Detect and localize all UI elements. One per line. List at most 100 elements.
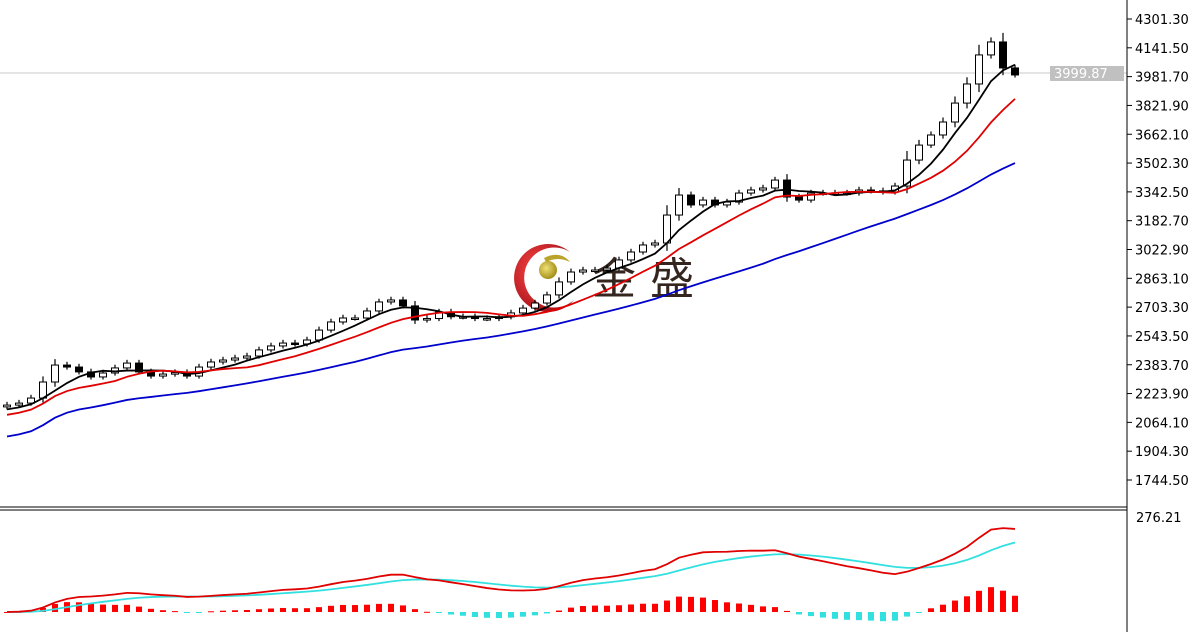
macd-bar-negative <box>796 612 802 615</box>
candle-up <box>123 362 131 369</box>
candle-down <box>135 362 143 373</box>
macd-bar-positive <box>424 611 430 613</box>
macd-bar-positive <box>700 597 706 612</box>
candle-up <box>591 269 599 273</box>
candle-up <box>975 54 983 85</box>
axis-tick-label: 4301.30 <box>1135 13 1189 28</box>
candle-up <box>555 281 563 296</box>
price-axis: 4301.30 4141.50 3981.70 3821.90 3662.10 3502.… <box>1127 13 1189 489</box>
axis-tick-label: 1904.30 <box>1135 445 1189 460</box>
candle-up <box>279 342 287 347</box>
macd-bar-negative <box>472 612 478 617</box>
candle-up <box>579 269 587 273</box>
candle-up <box>951 102 959 123</box>
candle-down <box>783 179 791 198</box>
macd-bar-negative <box>544 612 550 614</box>
macd-bar-positive <box>268 608 274 612</box>
macd-bar-positive <box>124 604 130 612</box>
candle-up <box>903 159 911 187</box>
candle-up <box>735 192 743 203</box>
candle-down <box>75 366 83 373</box>
candle-up <box>171 372 179 375</box>
macd-bar-positive <box>304 608 310 612</box>
macd-bar-positive <box>1000 590 1006 612</box>
axis-tick-label: 1744.50 <box>1135 474 1189 489</box>
macd-bar-positive <box>976 590 982 612</box>
macd-bar-positive <box>772 607 778 612</box>
axis-tick-label: 2543.50 <box>1135 330 1189 345</box>
macd-bar-negative <box>820 612 826 618</box>
axis-tick-label: 3022.90 <box>1135 244 1189 259</box>
macd-bar-positive <box>244 609 250 612</box>
macd-bar-negative <box>880 612 886 622</box>
candle-up <box>387 299 395 303</box>
candle-down <box>399 299 407 307</box>
macd-bar-negative <box>520 612 526 617</box>
macd-bar-positive <box>208 611 214 613</box>
macd-bar-positive <box>352 605 358 612</box>
macd-dea-line <box>6 541 1016 613</box>
candle-down <box>999 41 1007 69</box>
macd-bar-positive <box>784 610 790 612</box>
macd-bar-positive <box>256 609 262 612</box>
macd-bar-positive <box>160 610 166 612</box>
candle-up <box>255 349 263 357</box>
macd-bar-positive <box>400 605 406 612</box>
macd-bar-positive <box>112 604 118 612</box>
macd-bar-positive <box>760 606 766 612</box>
candle-up <box>639 244 647 253</box>
macd-dif-line <box>6 527 1016 613</box>
candle-up <box>363 310 371 319</box>
candle-up <box>423 318 431 321</box>
candle-up <box>339 317 347 323</box>
macd-bar-negative <box>844 612 850 620</box>
macd-bar-positive <box>292 608 298 612</box>
axis-tick-label: 3182.70 <box>1135 215 1189 230</box>
candle-up <box>927 134 935 146</box>
macd-bar-positive <box>88 603 94 612</box>
macd-bar-positive <box>628 604 634 612</box>
candle-up <box>27 397 35 404</box>
macd-bar-negative <box>448 612 454 615</box>
macd-bar-positive <box>580 605 586 612</box>
macd-bar-positive <box>1012 595 1018 612</box>
macd-bar-negative <box>832 612 838 619</box>
macd-bar-positive <box>52 603 58 612</box>
macd-bar-negative <box>508 612 514 618</box>
macd-bar-positive <box>280 607 286 612</box>
watermark-text: 金 盛 <box>592 254 694 305</box>
candle-up <box>207 361 215 368</box>
candle-up <box>267 345 275 351</box>
macd-bar-negative <box>484 612 490 618</box>
candle-up <box>15 402 23 406</box>
macd-bar-negative <box>532 612 538 616</box>
macd-bar-positive <box>676 596 682 612</box>
macd-bar-positive <box>688 596 694 612</box>
candle-up <box>51 364 59 383</box>
axis-tick-label: 2863.10 <box>1135 272 1189 287</box>
axis-tick-label: 3502.30 <box>1135 157 1189 172</box>
candle-up <box>567 271 575 283</box>
macd-bar-positive <box>712 600 718 612</box>
macd-bar-positive <box>172 611 178 613</box>
candle-up <box>351 317 359 320</box>
candle-up <box>327 321 335 331</box>
candle-down <box>1011 67 1019 76</box>
axis-tick-label: 2383.70 <box>1135 359 1189 374</box>
candle-up <box>807 192 815 201</box>
candle-up <box>531 302 539 309</box>
macd-bar-positive <box>4 612 10 613</box>
candle-up <box>627 251 635 261</box>
macd-bar-positive <box>100 604 106 612</box>
candle-up <box>219 359 227 363</box>
macd-bar-positive <box>616 605 622 612</box>
jinsheng-logo-watermark: 金 盛 <box>514 243 694 312</box>
axis-tick-label: 3981.70 <box>1135 71 1189 86</box>
svg-text:3999.87: 3999.87 <box>1054 67 1108 82</box>
candle-down <box>411 305 419 321</box>
candle-down <box>687 194 695 206</box>
macd-bar-negative <box>460 612 466 616</box>
macd-bar-negative <box>436 612 442 613</box>
macd-bar-positive <box>964 596 970 612</box>
